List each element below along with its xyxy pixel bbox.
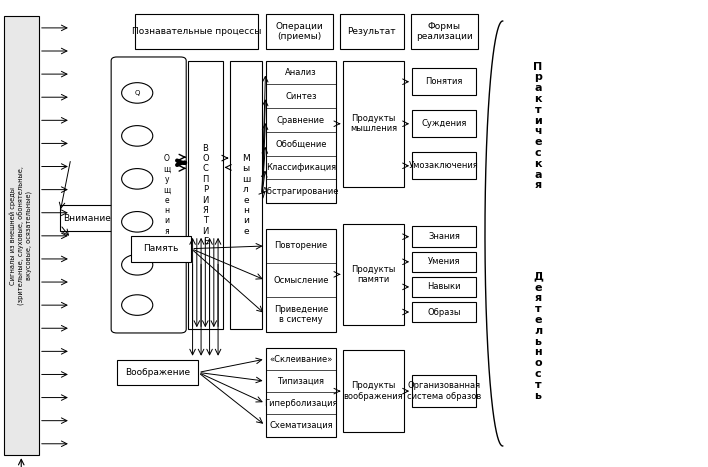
Text: Анализ: Анализ xyxy=(285,68,316,77)
FancyBboxPatch shape xyxy=(412,68,476,95)
FancyBboxPatch shape xyxy=(117,360,198,385)
Text: Организованная
система образов: Организованная система образов xyxy=(407,382,481,401)
FancyBboxPatch shape xyxy=(266,14,333,49)
Text: Осмысление: Осмысление xyxy=(273,276,329,285)
FancyBboxPatch shape xyxy=(266,61,336,203)
Text: Сравнение: Сравнение xyxy=(277,115,325,125)
Text: О
щ
у
щ
е
н
и
я: О щ у щ е н и я xyxy=(163,154,170,236)
FancyBboxPatch shape xyxy=(343,61,404,187)
Text: Образы: Образы xyxy=(427,307,461,317)
Text: Понятия: Понятия xyxy=(426,77,462,86)
Text: Операции
(приемы): Операции (приемы) xyxy=(275,22,323,41)
Text: Классификация: Классификация xyxy=(266,163,336,172)
FancyBboxPatch shape xyxy=(343,350,404,432)
FancyBboxPatch shape xyxy=(340,14,404,49)
FancyBboxPatch shape xyxy=(266,348,336,437)
FancyBboxPatch shape xyxy=(131,236,191,262)
FancyBboxPatch shape xyxy=(412,110,476,137)
Text: Гиперболизация: Гиперболизация xyxy=(264,399,338,408)
Text: Знания: Знания xyxy=(428,232,460,241)
Text: Схематизация: Схематизация xyxy=(269,421,333,430)
FancyBboxPatch shape xyxy=(412,252,476,272)
Text: Навыки: Навыки xyxy=(427,283,461,291)
Text: Формы
реализации: Формы реализации xyxy=(416,22,473,41)
Text: Воображение: Воображение xyxy=(125,368,190,377)
FancyBboxPatch shape xyxy=(412,226,476,247)
FancyBboxPatch shape xyxy=(4,16,39,455)
FancyBboxPatch shape xyxy=(411,14,478,49)
Text: Память: Память xyxy=(144,244,178,253)
FancyBboxPatch shape xyxy=(343,224,404,325)
Text: Д
е
я
т
е
л
ь
н
о
с
т
ь: Д е я т е л ь н о с т ь xyxy=(533,272,543,401)
Text: П
р
а
к
т
и
ч
е
с
к
а
я: П р а к т и ч е с к а я xyxy=(533,62,543,191)
FancyBboxPatch shape xyxy=(111,57,186,333)
FancyBboxPatch shape xyxy=(412,375,476,407)
Text: Абстрагирование: Абстрагирование xyxy=(262,187,340,196)
Text: Суждения: Суждения xyxy=(421,119,467,128)
Text: Синтез: Синтез xyxy=(285,92,316,101)
FancyBboxPatch shape xyxy=(266,229,336,332)
Text: Умения: Умения xyxy=(428,257,460,266)
FancyBboxPatch shape xyxy=(412,276,476,297)
Text: Типизация: Типизация xyxy=(278,377,324,386)
FancyBboxPatch shape xyxy=(188,61,223,329)
Text: Результат: Результат xyxy=(348,27,396,36)
Text: Внимание: Внимание xyxy=(63,214,110,223)
Text: Q: Q xyxy=(135,90,140,96)
Text: Сигналы из внешней среды
(зрительные, слуховые, обонятельные,
вкусовые, осязател: Сигналы из внешней среды (зрительные, сл… xyxy=(10,166,33,305)
Text: Продукты
памяти: Продукты памяти xyxy=(351,265,396,284)
Text: Познавательные процессы: Познавательные процессы xyxy=(132,27,261,36)
FancyBboxPatch shape xyxy=(60,205,113,231)
Text: В
О
С
П
Р
И
Я
Т
И
Е: В О С П Р И Я Т И Е xyxy=(202,144,209,246)
FancyBboxPatch shape xyxy=(230,61,262,329)
Text: Продукты
мышления: Продукты мышления xyxy=(350,114,397,134)
Text: «Склеивание»: «Склеивание» xyxy=(269,354,333,363)
Text: М
ы
ш
л
е
н
и
е: М ы ш л е н и е xyxy=(242,154,250,236)
Text: Повторение: Повторение xyxy=(274,241,328,250)
FancyBboxPatch shape xyxy=(135,14,258,49)
Text: Обобщение: Обобщение xyxy=(275,139,326,149)
Text: Умозаключения: Умозаключения xyxy=(409,161,479,170)
Text: Продукты
воображения: Продукты воображения xyxy=(343,382,404,401)
FancyBboxPatch shape xyxy=(412,302,476,322)
Text: Приведение
в систему: Приведение в систему xyxy=(274,305,328,324)
FancyBboxPatch shape xyxy=(412,152,476,179)
